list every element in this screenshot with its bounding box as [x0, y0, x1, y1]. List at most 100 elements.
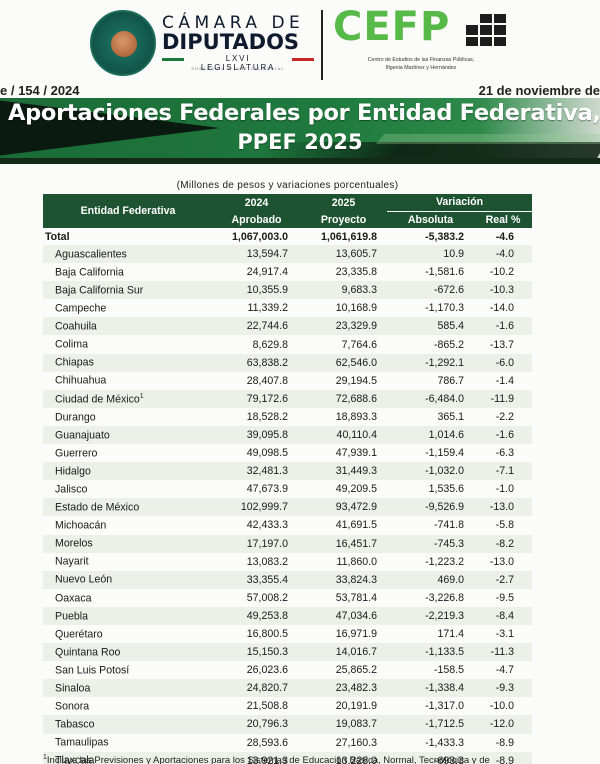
variacion-real: -6.0	[474, 353, 532, 372]
entidad-label: Quintana Roo	[55, 646, 121, 659]
entidad-name: Querétaro	[43, 625, 213, 643]
table-row: San Luis Potosí 26,023.6 25,865.2 -158.5 -4.…	[43, 661, 532, 679]
entidad-name: Sinaloa	[43, 679, 213, 698]
entidad-name: Tabasco	[43, 715, 213, 734]
total-proyecto: 1,061,619.8	[321, 230, 377, 243]
entidad-name: Michoacán	[43, 516, 213, 534]
proyecto-2025: 11,860.0	[336, 555, 377, 568]
proyecto-2025: 53,781.4	[335, 591, 377, 604]
camara-line1: CÁMARA DE	[162, 13, 305, 33]
proyecto-2025: 9,683.3	[300, 281, 387, 300]
variacion-real: -1.4	[495, 374, 514, 387]
document-number: e / 154 / 2024	[0, 83, 80, 98]
proyecto-2025: 93,472.9	[300, 498, 387, 517]
variacion-absoluta: 10.9	[387, 245, 474, 264]
table-row: Chiapas 63,838.2 62,546.0 -1,292.1 -6.0	[43, 353, 532, 372]
entidad-label: Guerrero	[55, 447, 98, 460]
footnote-marker: 1	[43, 754, 47, 761]
entidad-label: Estado de México	[55, 501, 140, 514]
green-stripe-icon	[162, 58, 184, 61]
aprobado-2024: 13,083.2	[246, 555, 288, 568]
total-row: Total 1,067,003.0 1,061,619.8 -5,383.2 -…	[43, 228, 532, 245]
aprobado-2024: 42,433.3	[246, 519, 288, 532]
page-subtitle: PPEF 2025	[237, 130, 363, 154]
variacion-absoluta: -1,338.4	[387, 679, 474, 698]
table-units: (Millones de pesos y variaciones porcent…	[176, 180, 399, 191]
camara-line2: DIPUTADOS	[162, 30, 300, 54]
entidad-name: Morelos	[43, 534, 213, 553]
proyecto-2025: 23,482.3	[300, 679, 387, 698]
entidad-label: Sonora	[55, 700, 90, 713]
logo-bar: CÁMARA DE DIPUTADOS LXVI LEGISLATURA SOB…	[0, 0, 600, 84]
proyecto-2025: 27,160.3	[335, 736, 377, 749]
total-aprobado: 1,067,003.0	[232, 230, 288, 243]
entidad-name: Tlaxcala	[43, 751, 213, 764]
proyecto-2025: 33,824.3	[300, 570, 387, 589]
entidad-name: Chiapas	[43, 353, 213, 372]
entidad-name: Baja California	[43, 263, 213, 281]
entidad-name: Colima	[43, 335, 213, 353]
variacion-real: -11.9	[474, 389, 532, 408]
table-row: Nuevo León 33,355.4 33,824.3 469.0 -2.7	[43, 570, 532, 589]
legislatura-text: LXVI LEGISLATURA	[200, 54, 276, 72]
variacion-real: -2.2	[495, 410, 514, 423]
variacion-real: -8.9	[474, 751, 532, 764]
entidad-label: Aguascalientes	[55, 248, 127, 261]
header-real: Real %	[474, 211, 532, 228]
aprobado-2024: 28,593.6	[246, 736, 288, 749]
logo-divider	[321, 10, 323, 80]
entidad-label: Michoacán	[55, 519, 107, 532]
variacion-absoluta: -1,433.3	[425, 736, 464, 749]
cefp-subtitle-line1: Centro de Estudios de las Finanzas Públi…	[367, 57, 475, 63]
table-row: Nayarit 13,083.2 11,860.0 -1,223.2 -13.0	[43, 553, 532, 571]
aprobado-2024: 47,673.9	[246, 483, 288, 496]
aprobado-2024: 24,820.7	[213, 679, 300, 698]
eagle-emblem-icon	[111, 31, 137, 57]
variacion-absoluta: -1,292.1	[387, 353, 474, 372]
proyecto-2025: 19,083.7	[300, 715, 387, 734]
entidad-name: Sonora	[43, 697, 213, 715]
total-absoluta: -5,383.2	[425, 230, 464, 243]
header-entidad: Entidad Federativa	[43, 194, 213, 228]
aprobado-2024: 79,172.6	[213, 389, 300, 408]
aprobado-2024: 18,528.2	[246, 410, 288, 423]
entidad-name: San Luis Potosí	[43, 661, 213, 679]
entidad-label: Hidalgo	[55, 465, 91, 478]
variacion-absoluta: -1,712.5	[387, 715, 474, 734]
table-row: Guanajuato 39,095.8 40,110.4 1,014.6 -1.6	[43, 425, 532, 445]
entidad-name: Durango	[43, 408, 213, 426]
header-absoluta: Absoluta	[387, 211, 474, 228]
variacion-real: -8.2	[474, 534, 532, 553]
table-row: Quintana Roo 15,150.3 14,016.7 -1,133.5 -11.…	[43, 643, 532, 662]
entidad-label: Nayarit	[55, 555, 89, 568]
variacion-real: -6.3	[495, 447, 514, 460]
table-row: Durango 18,528.2 18,893.3 365.1 -2.2	[43, 408, 532, 426]
aprobado-2024: 10,355.9	[213, 281, 300, 300]
proyecto-2025: 40,110.4	[300, 425, 387, 445]
entidad-name: Chihuahua	[43, 372, 213, 390]
table-row: Estado de México 102,999.7 93,472.9 -9,526.…	[43, 498, 532, 517]
entidad-label: Campeche	[55, 302, 107, 315]
variacion-absoluta: -1,133.5	[387, 643, 474, 662]
header-proyecto: Proyecto	[300, 211, 387, 228]
entidad-label: Colima	[55, 338, 88, 351]
proyecto-2025: 23,329.9	[300, 317, 387, 336]
aprobado-2024: 13,921.3	[213, 751, 300, 764]
variacion-absoluta: 469.0	[387, 570, 474, 589]
entidad-name: Coahuila	[43, 317, 213, 336]
entidad-label: Durango	[55, 411, 96, 424]
document-date: 21 de noviembre de	[478, 83, 600, 98]
meta-line: e / 154 / 2024 21 de noviembre de	[0, 83, 600, 98]
aprobado-2024: 15,150.3	[213, 643, 300, 662]
variacion-real: -8.9	[495, 736, 514, 749]
variacion-absoluta: -1,170.3	[425, 302, 464, 315]
proyecto-2025: 16,971.9	[335, 628, 377, 641]
entidad-name: Guanajuato	[43, 425, 213, 445]
entidad-label: Guanajuato	[55, 429, 110, 442]
variacion-real: -2.7	[474, 570, 532, 589]
entidad-label: Tabasco	[55, 718, 95, 731]
table-row: Colima 8,629.8 7,764.6 -865.2 -13.7	[43, 335, 532, 353]
legislatura-line: LXVI LEGISLATURA	[162, 54, 314, 72]
table-row: Querétaro 16,800.5 16,971.9 171.4 -3.1	[43, 625, 532, 643]
variacion-absoluta: 171.4	[437, 628, 464, 641]
